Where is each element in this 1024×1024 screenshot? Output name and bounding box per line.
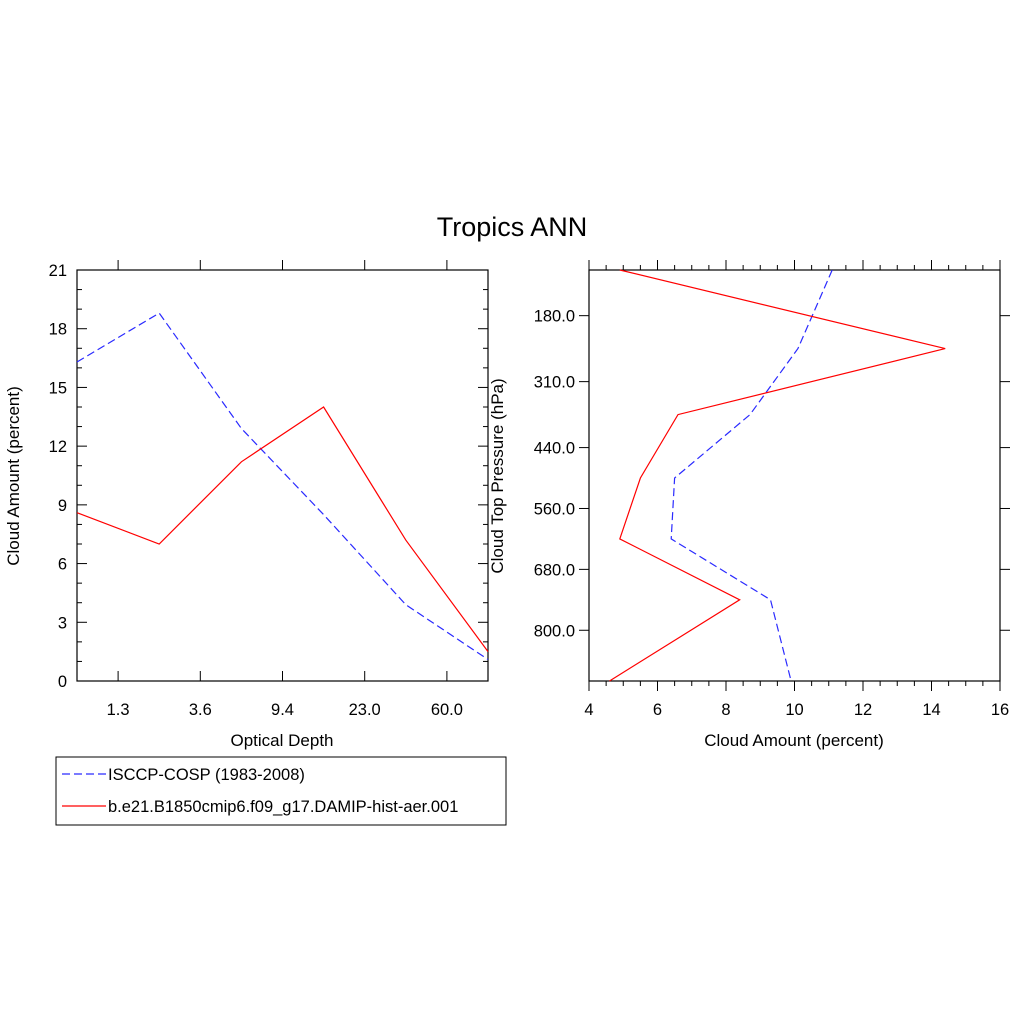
left-y-tick-label: 9 [58, 497, 67, 515]
right-x-tick-label: 10 [785, 701, 803, 719]
left-x-tick-label: 9.4 [271, 701, 294, 719]
left-y-axis-label: Cloud Amount (percent) [4, 386, 23, 566]
left-ticks [77, 260, 488, 682]
right-y-tick-label: 310.0 [534, 374, 575, 392]
left-y-tick-label: 15 [49, 379, 67, 397]
left-y-tick-label: 18 [49, 321, 67, 339]
right-x-tick-label: 12 [854, 701, 872, 719]
left-tick-labels: 0 3 6 9 12 15 18 21 1.3 3.6 9.4 23.0 60.0 [49, 262, 463, 719]
left-y-tick-label: 21 [49, 262, 67, 280]
left-x-tick-label: 60.0 [431, 701, 463, 719]
right-x-tick-label: 14 [922, 701, 940, 719]
right-y-tick-label: 180.0 [534, 308, 575, 326]
legend-box [55, 756, 507, 826]
left-x-axis-label: Optical Depth [231, 731, 334, 750]
left-y-tick-label: 12 [49, 438, 67, 456]
legend-label-isccp: ISCCP-COSP (1983-2008) [108, 766, 305, 784]
legend-label-model: b.e21.B1850cmip6.f09_g17.DAMIP-hist-aer.… [108, 798, 458, 816]
right-plot-frame [588, 269, 1001, 682]
right-panel: 4 6 8 10 12 14 16 180.0 310.0 440.0 560.0 680.0 800.… [488, 260, 1010, 750]
left-x-tick-label: 23.0 [349, 701, 381, 719]
right-x-tick-label: 4 [584, 701, 593, 719]
right-x-tick-label: 16 [991, 701, 1009, 719]
right-x-tick-label: 6 [653, 701, 662, 719]
right-y-tick-label: 680.0 [534, 561, 575, 579]
right-tick-labels: 4 6 8 10 12 14 16 180.0 310.0 440.0 560.0 680.0 800.… [534, 308, 1009, 719]
right-series-isccp-line [670, 269, 833, 682]
right-series-lines [609, 269, 946, 682]
right-y-axis-label: Cloud Top Pressure (hPa) [488, 378, 507, 573]
left-series-isccp-line [76, 312, 489, 660]
right-y-tick-label: 440.0 [534, 440, 575, 458]
left-x-tick-label: 3.6 [189, 701, 212, 719]
chart-title: Tropics ANN [437, 212, 588, 242]
right-y-tick-label: 800.0 [534, 622, 575, 640]
left-x-tick-label: 1.3 [107, 701, 130, 719]
left-plot-frame [76, 269, 489, 682]
right-x-axis-label: Cloud Amount (percent) [704, 731, 884, 750]
left-y-tick-label: 0 [58, 673, 67, 691]
right-x-tick-label: 8 [721, 701, 730, 719]
left-panel: 0 3 6 9 12 15 18 21 1.3 3.6 9.4 23.0 60.0 Optical De… [4, 260, 489, 750]
left-y-tick-label: 3 [58, 614, 67, 632]
right-series-model-line [609, 269, 946, 682]
left-series-model-line [76, 406, 489, 652]
right-ticks [579, 260, 1010, 691]
right-y-tick-label: 560.0 [534, 500, 575, 518]
legend: ISCCP-COSP (1983-2008) b.e21.B1850cmip6.… [55, 756, 507, 826]
left-y-tick-label: 6 [58, 556, 67, 574]
left-series-lines [76, 312, 489, 660]
